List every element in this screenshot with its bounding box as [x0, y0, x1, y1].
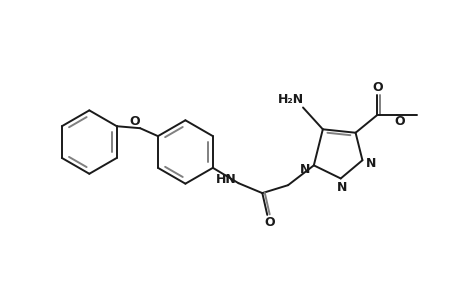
Text: HN: HN: [216, 173, 236, 186]
Text: N: N: [299, 163, 309, 176]
Text: N: N: [336, 181, 346, 194]
Text: O: O: [129, 115, 140, 128]
Text: O: O: [263, 216, 274, 229]
Text: H₂N: H₂N: [277, 93, 303, 106]
Text: O: O: [371, 81, 382, 94]
Text: N: N: [365, 157, 376, 170]
Text: O: O: [394, 115, 404, 128]
